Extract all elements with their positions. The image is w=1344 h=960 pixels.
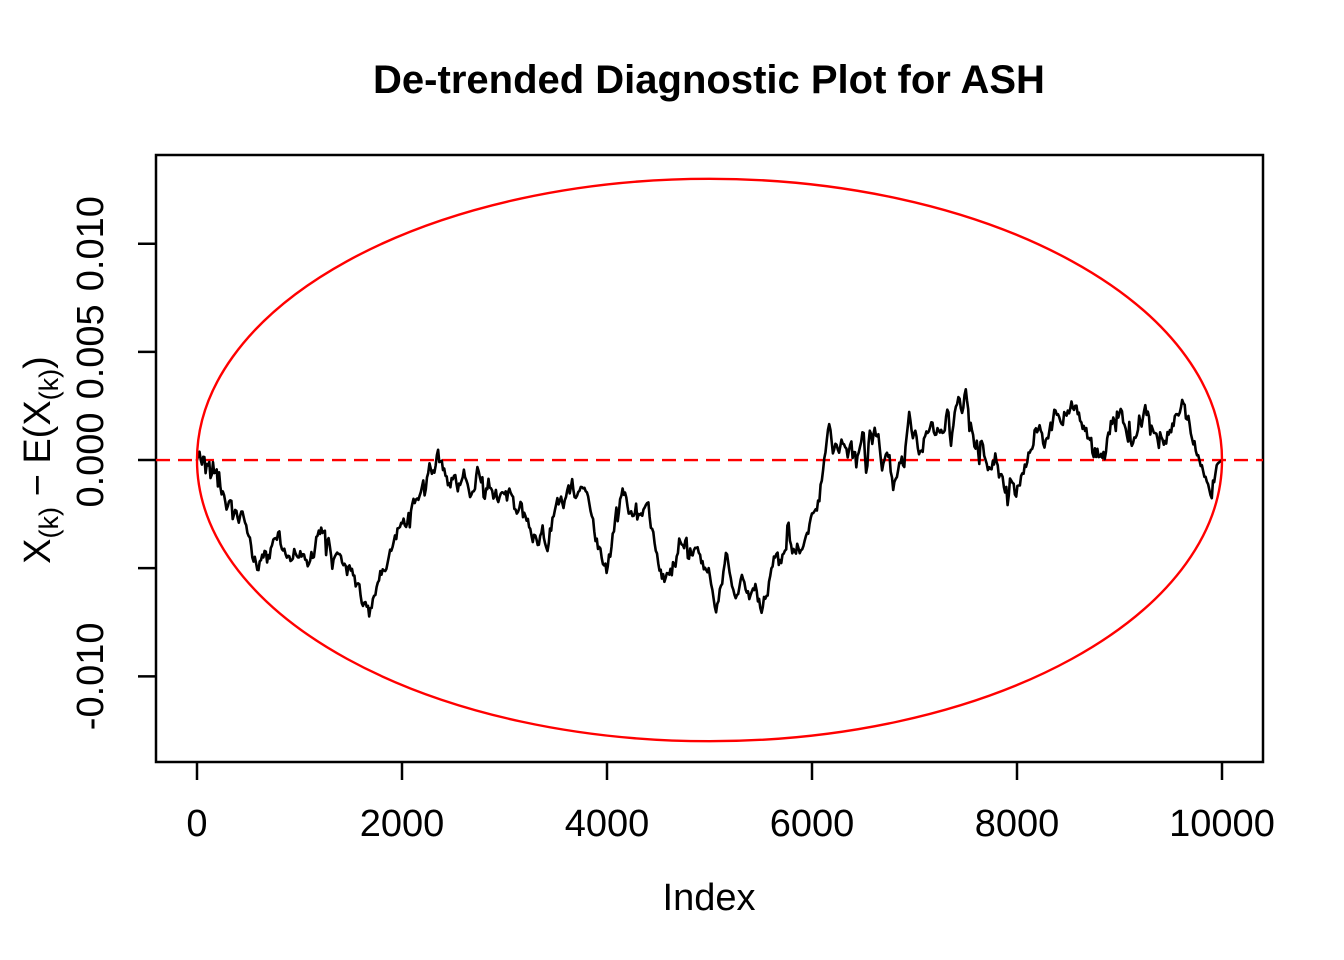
y-title-main-3: ) xyxy=(17,356,59,369)
x-tick-label: 8000 xyxy=(975,803,1060,845)
x-tick-label: 6000 xyxy=(770,803,855,845)
y-tick-label: 0.005 xyxy=(70,304,112,399)
x-tick-label: 0 xyxy=(186,803,207,845)
x-axis: 0 2000 4000 6000 8000 10000 xyxy=(186,762,1275,845)
x-axis-title: Index xyxy=(663,877,756,919)
data-trace xyxy=(195,388,1223,618)
confidence-ellipse xyxy=(195,177,1224,743)
y-axis: 0.010 0.005 0.000 -0.010 xyxy=(70,196,156,730)
plot-frame xyxy=(154,153,1265,764)
y-tick-label: 0.010 xyxy=(70,196,112,291)
y-tick-label: 0.000 xyxy=(70,412,112,507)
y-title-sub-1: (k) xyxy=(34,507,64,538)
y-axis-title: X(k) − E(X(k)) xyxy=(17,356,64,564)
x-tick-label: 4000 xyxy=(565,803,650,845)
x-tick-label: 10000 xyxy=(1169,803,1275,845)
y-title-sub-2: (k) xyxy=(34,369,64,400)
y-title-main-1: X xyxy=(17,538,59,563)
x-tick-label: 2000 xyxy=(360,803,445,845)
y-title-main-2: − E(X xyxy=(17,400,59,507)
chart-title: De-trended Diagnostic Plot for ASH xyxy=(373,58,1045,102)
y-tick-label: -0.010 xyxy=(70,622,112,730)
